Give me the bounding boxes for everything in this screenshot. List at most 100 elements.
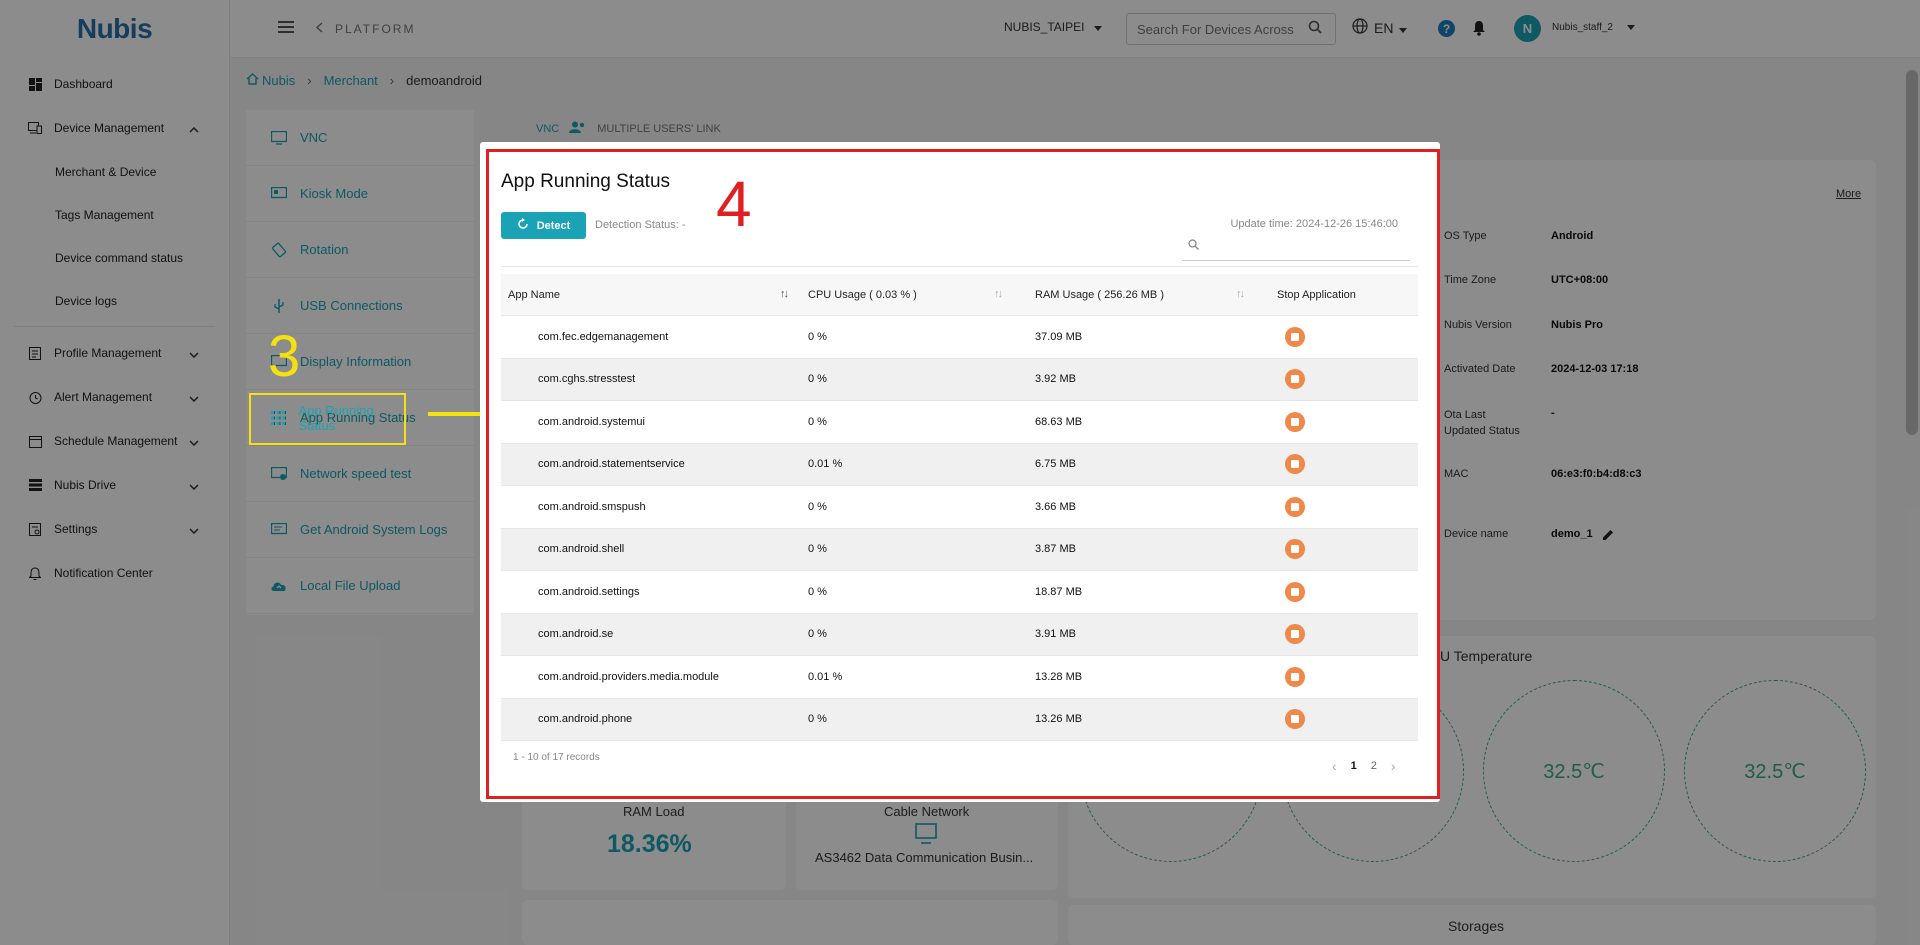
tab-vnc[interactable]: VNC xyxy=(536,122,560,135)
cell-cpu: 0 % xyxy=(808,330,827,343)
page-1[interactable]: 1 xyxy=(1350,760,1357,772)
col-cpu-usage[interactable]: CPU Usage ( 0.03 % ) ↑↓ xyxy=(801,287,1015,301)
stop-icon xyxy=(1291,587,1299,596)
stop-app-button[interactable] xyxy=(1285,581,1305,602)
vnc-icon xyxy=(270,129,288,147)
avatar[interactable]: N xyxy=(1514,15,1541,42)
user-menu[interactable]: Nubis_staff_2 xyxy=(1552,22,1635,33)
next-page-icon[interactable]: › xyxy=(1390,758,1396,774)
table-row: com.cghs.stresstest 0 % 3.92 MB xyxy=(501,358,1418,401)
breadcrumb-merchant[interactable]: Merchant xyxy=(323,73,378,88)
sidebar-item-device-management[interactable]: Device Management xyxy=(14,106,215,150)
sidebar-item-notification-center[interactable]: Notification Center xyxy=(14,551,215,595)
feature-label: VNC xyxy=(300,130,328,145)
sidebar-item-schedule-management[interactable]: Schedule Management xyxy=(14,419,215,463)
table-search-input[interactable] xyxy=(1207,238,1397,253)
temperature-title: U Temperature xyxy=(1440,648,1533,664)
records-count: 1 - 10 of 17 records xyxy=(513,752,600,763)
stop-app-button[interactable] xyxy=(1285,454,1305,475)
info-label: Device name xyxy=(1444,528,1509,540)
stop-app-button[interactable] xyxy=(1285,666,1305,687)
cell-app: com.fec.edgemanagement xyxy=(538,330,669,343)
topbar: PLATFORM xyxy=(230,0,1920,58)
feature-item-rotation[interactable]: Rotation xyxy=(246,222,474,278)
bell-icon[interactable] xyxy=(1472,20,1486,39)
help-icon[interactable]: ? xyxy=(1438,20,1455,40)
table-row: com.android.providers.media.module 0.01 %… xyxy=(501,656,1418,699)
sidebar-item-profile-management[interactable]: Profile Management xyxy=(14,331,215,375)
sidebar-item-label: Dashboard xyxy=(54,77,113,91)
username: Nubis_staff_2 xyxy=(1552,22,1613,33)
table-row: com.android.statementservice 0.01 % 6.75 M… xyxy=(501,443,1418,486)
cell-app: com.cghs.stresstest xyxy=(538,373,636,386)
sort-icon: ↑↓ xyxy=(994,287,1003,300)
cell-app: com.android.smspush xyxy=(538,500,646,513)
cell-ram: 6.75 MB xyxy=(1035,458,1076,471)
storages-card xyxy=(1068,905,1876,945)
sidebar-item-merchant-device[interactable]: Merchant & Device xyxy=(55,164,157,179)
sidebar-item-nubis-drive[interactable]: Nubis Drive xyxy=(14,463,215,507)
sidebar-item-settings[interactable]: Settings xyxy=(14,507,215,551)
col-ram-usage[interactable]: RAM Usage ( 256.26 MB ) ↑↓ xyxy=(1015,288,1257,301)
cell-app: com.android.statementservice xyxy=(538,458,685,471)
menu-icon[interactable] xyxy=(278,21,294,36)
chevron-left-icon[interactable] xyxy=(315,21,323,36)
feature-label: Rotation xyxy=(300,242,349,257)
chevron-down-icon xyxy=(189,435,199,449)
more-link[interactable]: More xyxy=(1836,188,1862,200)
stop-app-button[interactable] xyxy=(1285,624,1305,645)
sidebar-item-tags-management[interactable]: Tags Management xyxy=(55,207,154,222)
org-selector[interactable]: NUBIS_TAIPEI xyxy=(1004,20,1103,34)
page-scrollbar[interactable] xyxy=(1906,70,1918,435)
col-app-name[interactable]: App Name ↑↓ xyxy=(501,288,801,301)
sidebar-item-device-logs[interactable]: Device logs xyxy=(55,293,118,308)
tab-multiple-users-link[interactable]: MULTIPLE USERS' LINK xyxy=(597,122,721,135)
breadcrumb-home[interactable]: Nubis xyxy=(246,73,295,88)
cell-cpu: 0 % xyxy=(808,713,827,726)
feature-label: USB Connections xyxy=(300,298,403,313)
info-value: 06:e3:f0:b4:d8:c3 xyxy=(1551,468,1642,480)
sidebar-item-alert-management[interactable]: Alert Management xyxy=(14,375,215,419)
search-icon[interactable] xyxy=(1308,20,1322,37)
cell-app: com.android.se xyxy=(538,628,614,641)
prev-page-icon[interactable]: ‹ xyxy=(1332,758,1337,774)
table-row: com.android.shell 0 % 3.87 MB xyxy=(501,528,1418,571)
refresh-icon xyxy=(517,218,529,233)
stop-icon xyxy=(1291,502,1299,511)
feature-item-usb-connections[interactable]: USB Connections xyxy=(246,278,474,334)
sidebar-item-label: Alert Management xyxy=(54,390,153,404)
caret-down-icon xyxy=(1094,20,1103,34)
logo[interactable]: Nubis xyxy=(0,0,229,58)
search-input[interactable] xyxy=(1126,13,1336,45)
feature-label: Local File Upload xyxy=(300,578,401,593)
stop-app-button[interactable] xyxy=(1285,709,1305,730)
language-selector[interactable]: EN xyxy=(1352,18,1408,37)
info-label: OS Type xyxy=(1444,230,1487,242)
feature-item-local-file-upload[interactable]: Local File Upload xyxy=(246,558,474,614)
stop-app-button[interactable] xyxy=(1285,326,1305,347)
table-row: com.android.phone 0 % 13.26 MB xyxy=(501,698,1418,741)
breadcrumb: Nubis › Merchant › demoandroid xyxy=(246,73,482,88)
feature-item-vnc[interactable]: VNC xyxy=(246,110,474,166)
feature-item-get-android-system-logs[interactable]: Get Android System Logs xyxy=(246,502,474,558)
stop-app-button[interactable] xyxy=(1285,369,1305,390)
sidebar-item-device-command-status[interactable]: Device command status xyxy=(55,250,184,265)
divider xyxy=(501,266,1418,267)
stop-app-button[interactable] xyxy=(1285,496,1305,517)
feature-item-display-information[interactable]: Display Information xyxy=(246,334,474,390)
feature-item-kiosk-mode[interactable]: Kiosk Mode xyxy=(246,166,474,222)
info-label: Activated Date xyxy=(1444,363,1516,375)
stop-app-button[interactable] xyxy=(1285,539,1305,560)
feature-item-network-speed-test[interactable]: Network speed test xyxy=(246,446,474,502)
stop-app-button[interactable] xyxy=(1285,411,1305,432)
sidebar-item-dashboard[interactable]: Dashboard xyxy=(14,62,215,106)
grid-icon xyxy=(270,409,286,427)
page-2[interactable]: 2 xyxy=(1370,760,1377,772)
chevron-up-icon xyxy=(189,122,199,136)
edit-icon[interactable] xyxy=(1602,528,1615,544)
cell-cpu: 0 % xyxy=(808,585,827,598)
detect-button[interactable]: Detect xyxy=(501,212,586,239)
divider xyxy=(14,326,215,327)
info-value: - xyxy=(1551,407,1555,419)
highlighted-app-running-status[interactable]: App Running Status xyxy=(246,390,404,446)
